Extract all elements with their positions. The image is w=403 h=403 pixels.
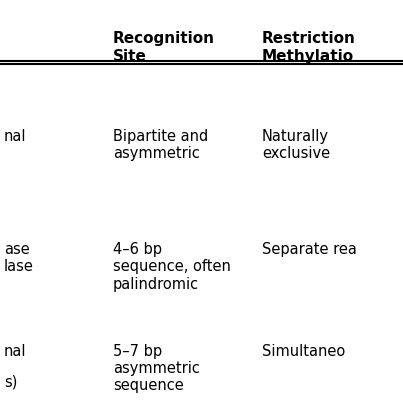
Text: Restriction
Methylatio: Restriction Methylatio	[262, 31, 356, 64]
Text: Separate rea: Separate rea	[262, 242, 357, 257]
Text: ase
lase: ase lase	[4, 242, 34, 274]
Text: 5–7 bp
asymmetric
sequence: 5–7 bp asymmetric sequence	[113, 344, 200, 393]
Text: Simultaneo: Simultaneo	[262, 344, 345, 359]
Text: Naturally
exclusive: Naturally exclusive	[262, 129, 330, 161]
Text: nal: nal	[4, 129, 27, 144]
Text: nal: nal	[4, 344, 27, 359]
Text: Recognition
Site: Recognition Site	[113, 31, 215, 64]
Text: 4–6 bp
sequence, often
palindromic: 4–6 bp sequence, often palindromic	[113, 242, 231, 292]
Text: s): s)	[4, 375, 17, 390]
Text: Bipartite and
asymmetric: Bipartite and asymmetric	[113, 129, 208, 161]
